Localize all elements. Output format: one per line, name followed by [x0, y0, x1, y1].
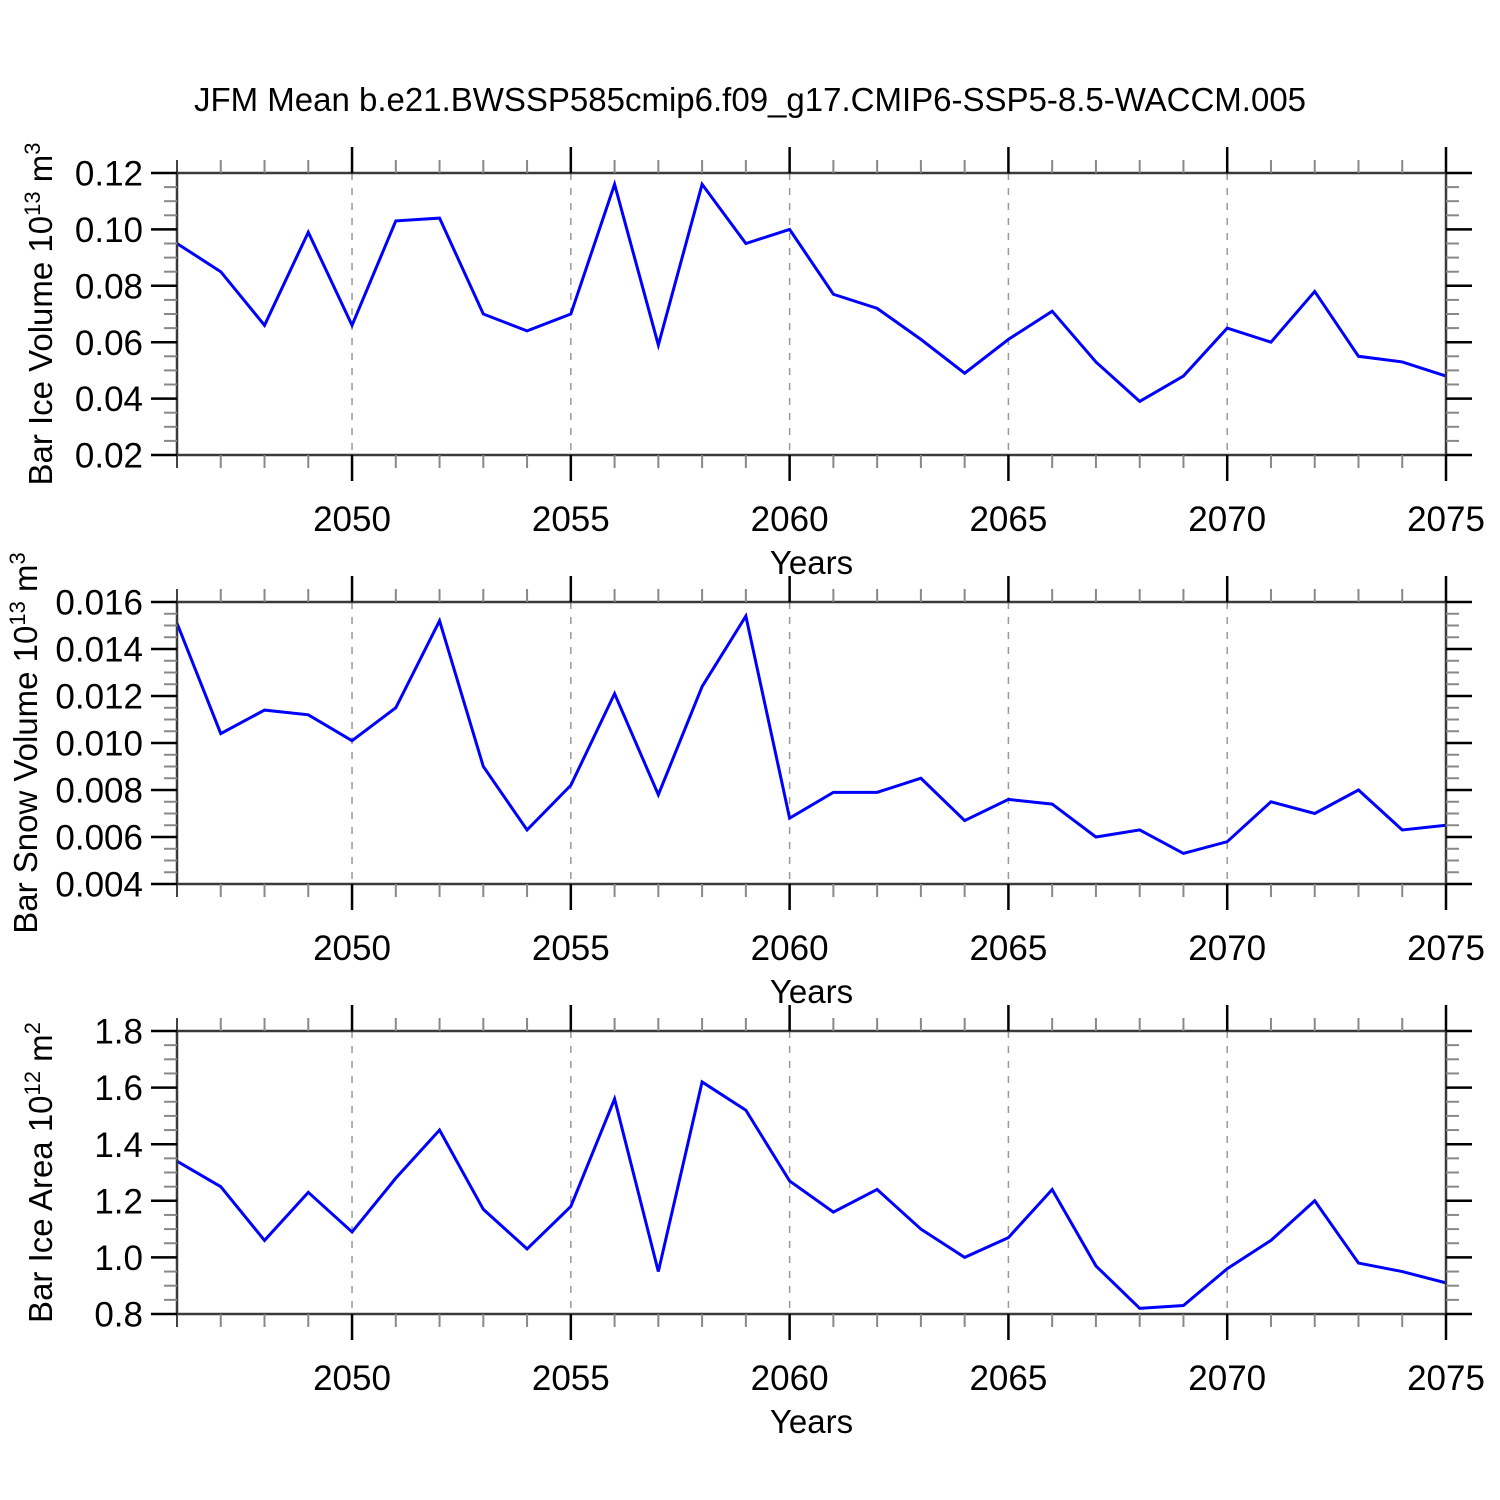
y-tick-label: 0.12	[75, 155, 143, 194]
y-axis-label: Bar Snow Volume 1013 m3	[5, 552, 44, 934]
y-tick-label: 0.10	[75, 211, 143, 250]
y-tick-label: 0.006	[55, 819, 143, 858]
y-tick-label: 0.02	[75, 437, 143, 476]
y-tick-label: 0.016	[55, 584, 143, 623]
y-axis-label: Bar Ice Volume 1013 m3	[20, 142, 59, 485]
y-tick-label: 1.8	[94, 1013, 143, 1052]
x-tick-label: 2055	[532, 929, 610, 968]
y-tick-label: 0.008	[55, 772, 143, 811]
plot-frame	[175, 600, 1448, 886]
x-axis-label: Years	[770, 544, 853, 581]
x-axis-label: Years	[770, 1403, 853, 1440]
x-tick-label: 2065	[969, 1359, 1047, 1398]
x-tick-label: 2060	[751, 1359, 829, 1398]
x-tick-label: 2070	[1188, 500, 1266, 539]
series-line	[176, 179, 1447, 404]
y-tick-label: 0.04	[75, 380, 143, 419]
x-tick-label: 2070	[1188, 1359, 1266, 1398]
x-tick-label: 2075	[1407, 929, 1485, 968]
y-axis-label: Bar Ice Area 1012 m2	[20, 1022, 59, 1323]
x-tick-label: 2050	[313, 1359, 391, 1398]
y-tick-label: 0.06	[75, 324, 143, 363]
x-axis-tick-labels: 2050 2055 2060 2065 2070 2075	[313, 1359, 1485, 1398]
y-axis-ticks	[151, 171, 1472, 457]
series-line	[175, 612, 1447, 856]
series-line	[176, 1079, 1447, 1310]
y-tick-label: 1.0	[94, 1239, 143, 1278]
x-axis-ticks	[176, 1005, 1448, 1340]
y-tick-label: 0.004	[55, 866, 143, 905]
y-tick-label: 0.012	[55, 678, 143, 717]
y-axis-ticks	[151, 600, 1472, 886]
x-tick-label: 2075	[1407, 1359, 1485, 1398]
chart-title: JFM Mean b.e21.BWSSP585cmip6.f09_g17.CMI…	[194, 81, 1306, 118]
panel-bar-ice-volume: 0.02 0.04 0.06 0.08 0.10 0.12 2050 2055 2060 2065…	[20, 142, 1485, 581]
y-tick-label: 0.8	[94, 1296, 143, 1335]
y-tick-label: 0.08	[75, 267, 143, 306]
plot-frame	[175, 1029, 1448, 1316]
x-tick-label: 2050	[313, 929, 391, 968]
x-tick-label: 2055	[532, 1359, 610, 1398]
gridlines	[351, 1031, 1228, 1314]
y-axis-tick-labels: 0.004 0.006 0.008 0.010 0.012 0.014 0.016	[55, 584, 143, 905]
x-tick-label: 2070	[1188, 929, 1266, 968]
x-tick-label: 2065	[969, 929, 1047, 968]
plot-frame	[175, 171, 1448, 457]
x-axis-ticks	[176, 576, 1448, 910]
x-axis-label: Years	[770, 973, 853, 1010]
x-tick-label: 2050	[313, 500, 391, 539]
y-tick-label: 1.4	[94, 1126, 143, 1165]
y-tick-label: 1.6	[94, 1069, 143, 1108]
gridlines	[351, 602, 1228, 884]
y-axis-ticks	[151, 1029, 1472, 1316]
x-axis-tick-labels: 2050 2055 2060 2065 2070 2075	[313, 929, 1485, 968]
y-axis-tick-labels: 0.02 0.04 0.06 0.08 0.10 0.12	[75, 155, 143, 476]
y-tick-label: 1.2	[94, 1182, 143, 1221]
y-axis-tick-labels: 0.8 1.0 1.2 1.4 1.6 1.8	[94, 1013, 143, 1335]
x-axis-tick-labels: 2050 2055 2060 2065 2070 2075	[313, 500, 1485, 539]
x-tick-label: 2060	[751, 929, 829, 968]
x-tick-label: 2065	[969, 500, 1047, 539]
x-axis-ticks	[176, 147, 1448, 481]
x-tick-label: 2055	[532, 500, 610, 539]
y-tick-label: 0.010	[55, 725, 143, 764]
x-tick-label: 2060	[751, 500, 829, 539]
x-tick-label: 2075	[1407, 500, 1485, 539]
y-tick-label: 0.014	[55, 631, 143, 670]
